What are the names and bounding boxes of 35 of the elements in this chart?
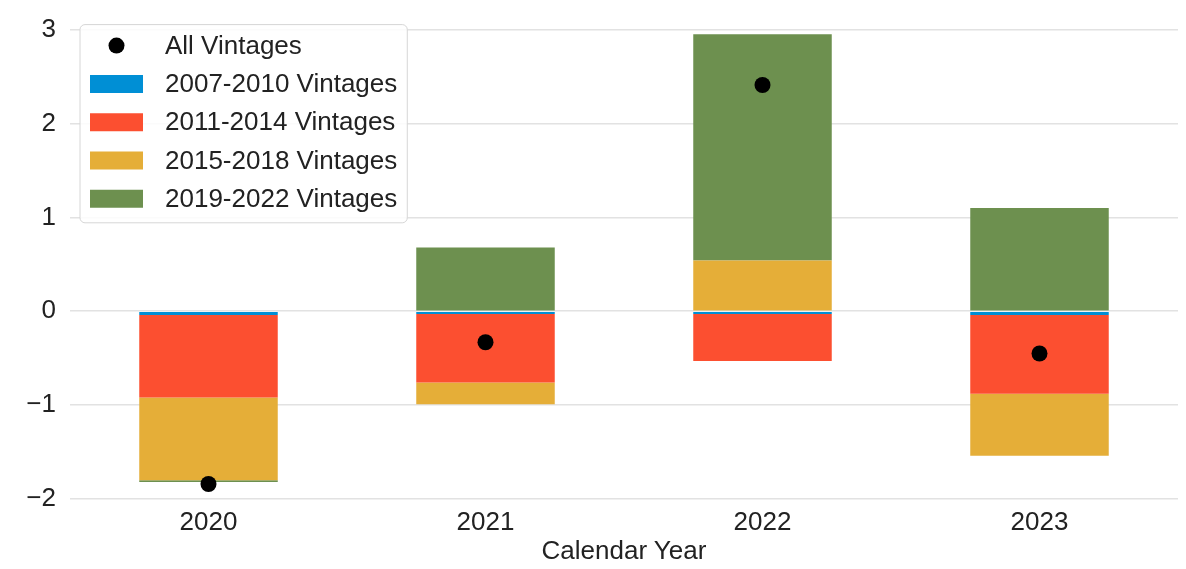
x-axis-title: Calendar Year — [541, 534, 707, 565]
y-tick-label: 1 — [41, 200, 56, 231]
bar — [416, 247, 555, 311]
bar — [693, 260, 832, 311]
point — [754, 76, 771, 93]
y-tick-label: −1 — [26, 388, 56, 419]
bar — [139, 397, 278, 481]
y-tick-label: 0 — [41, 294, 56, 325]
bar — [416, 314, 555, 383]
bar — [693, 311, 832, 315]
point — [200, 475, 217, 492]
legend-label: 2019-2022 Vintages — [165, 182, 398, 213]
bar — [416, 311, 555, 315]
point — [1031, 345, 1048, 362]
bar — [970, 393, 1109, 456]
bar — [693, 314, 832, 361]
legend-label: 2007-2010 Vintages — [165, 68, 398, 99]
bar — [970, 311, 1109, 315]
legend-label: All Vintages — [165, 29, 302, 60]
bar — [970, 315, 1109, 394]
legend-label: 2011-2014 Vintages — [165, 106, 396, 137]
bar — [693, 34, 832, 261]
y-tick-label: 2 — [41, 106, 56, 137]
point — [477, 334, 494, 351]
x-tick-label: 2022 — [733, 505, 792, 536]
bar — [970, 207, 1109, 311]
x-tick-label: 2020 — [179, 505, 238, 536]
y-tick-label: 3 — [41, 12, 56, 43]
bar — [139, 311, 278, 315]
x-tick-label: 2021 — [456, 505, 515, 536]
y-tick-label: −2 — [26, 482, 56, 513]
bar — [416, 382, 555, 405]
x-tick-label: 2023 — [1010, 505, 1069, 536]
legend-label: 2015-2018 Vintages — [165, 144, 398, 175]
bar — [139, 315, 278, 398]
